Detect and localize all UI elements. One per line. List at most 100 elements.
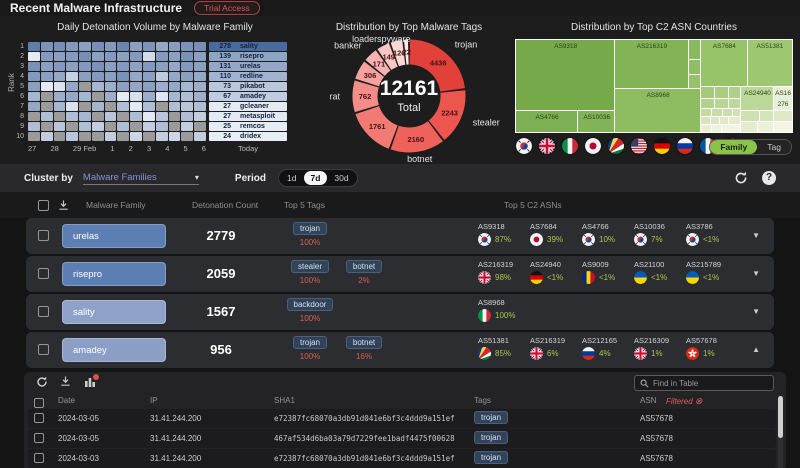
heatmap-cell[interactable] xyxy=(91,102,104,111)
heatmap-cell[interactable] xyxy=(66,82,79,91)
donut-segment-other[interactable] xyxy=(355,105,399,149)
heatmap-cell[interactable] xyxy=(40,122,53,131)
heatmap-cell[interactable] xyxy=(40,82,53,91)
treemap-cell[interactable] xyxy=(773,120,793,133)
treemap-cell[interactable] xyxy=(710,123,723,134)
heatmap-cell[interactable] xyxy=(143,122,155,131)
heatmap-cell[interactable] xyxy=(168,72,181,81)
chevron-up-icon[interactable]: ▲ xyxy=(752,345,760,354)
donut-segment-spyware[interactable] xyxy=(390,39,406,67)
heatmap-cell[interactable] xyxy=(104,92,117,101)
flag-us-icon[interactable] xyxy=(631,138,647,154)
malware-family-pill[interactable]: sality xyxy=(62,300,166,324)
heatmap-cell[interactable] xyxy=(143,112,155,121)
heatmap-cell[interactable] xyxy=(53,72,66,81)
heatmap-cell[interactable] xyxy=(130,112,143,121)
heatmap-cell[interactable] xyxy=(181,82,194,91)
heatmap-cell[interactable] xyxy=(91,72,104,81)
tag-pill[interactable]: botnet xyxy=(345,336,383,349)
heatmap-cell[interactable] xyxy=(181,122,194,131)
heatmap-cell[interactable] xyxy=(104,82,117,91)
heatmap-cell[interactable] xyxy=(104,132,117,141)
heatmap-cell[interactable] xyxy=(91,132,104,141)
heatmap-cell[interactable] xyxy=(66,92,79,101)
treemap-cell[interactable] xyxy=(720,123,742,134)
period-button-1d[interactable]: 1d xyxy=(287,173,297,183)
treemap-cell-AS10036[interactable]: AS10036 xyxy=(577,109,617,133)
heatmap-cell[interactable] xyxy=(91,82,104,91)
heatmap-cell[interactable] xyxy=(91,52,104,61)
heatmap-cell[interactable] xyxy=(53,102,66,111)
heatmap-cell[interactable] xyxy=(117,62,130,71)
heatmap-today-cell[interactable]: 110 redline xyxy=(209,72,287,81)
period-button-30d[interactable]: 30d xyxy=(334,173,349,183)
heatmap-cell[interactable] xyxy=(79,62,91,71)
cluster-by-dropdown[interactable]: Malware Families ▾ xyxy=(82,172,199,185)
heatmap-cell[interactable] xyxy=(155,42,168,51)
columns-filter-icon[interactable] xyxy=(84,374,99,388)
subrow-checkbox[interactable] xyxy=(34,453,44,463)
select-all-checkbox[interactable] xyxy=(38,200,49,211)
heatmap-cell[interactable] xyxy=(79,82,91,91)
heatmap-cell[interactable] xyxy=(117,52,130,61)
heatmap-cell[interactable] xyxy=(117,102,130,111)
malware-family-pill[interactable]: urelas xyxy=(62,224,166,248)
detonation-row[interactable]: 2024-03-03 31.41.244.200 e72387fc68070a3db… xyxy=(28,449,776,468)
heatmap-cell[interactable] xyxy=(79,72,91,81)
heatmap-cell[interactable] xyxy=(143,92,155,101)
heatmap-cell[interactable] xyxy=(91,112,104,121)
heatmap-cell[interactable] xyxy=(28,72,40,81)
heatmap-cell[interactable] xyxy=(194,72,206,81)
heatmap-cell[interactable] xyxy=(40,42,53,51)
heatmap-cell[interactable] xyxy=(181,102,194,111)
heatmap-cell[interactable] xyxy=(40,92,53,101)
refresh-icon[interactable] xyxy=(734,171,748,185)
heatmap-cell[interactable] xyxy=(79,102,91,111)
heatmap-cell[interactable] xyxy=(66,42,79,51)
heatmap-cell[interactable] xyxy=(40,132,53,141)
donut-segment-rat[interactable] xyxy=(352,80,379,113)
heatmap-cell[interactable] xyxy=(40,62,53,71)
heatmap-cell[interactable] xyxy=(168,122,181,131)
subrow-checkbox[interactable] xyxy=(34,433,44,443)
heatmap-cell[interactable] xyxy=(104,52,117,61)
heatmap-cell[interactable] xyxy=(155,132,168,141)
subtable-select-all-checkbox[interactable] xyxy=(34,398,44,408)
heatmap-cell[interactable] xyxy=(194,122,206,131)
treemap-cell[interactable] xyxy=(699,85,716,100)
heatmap-cell[interactable] xyxy=(143,42,155,51)
donut-segment-botnet[interactable] xyxy=(390,120,443,153)
heatmap-cell[interactable] xyxy=(168,52,181,61)
treemap-cell[interactable] xyxy=(699,123,713,134)
heatmap-cell[interactable] xyxy=(53,132,66,141)
donut-segment-banker[interactable] xyxy=(365,50,391,77)
heatmap-cell[interactable] xyxy=(53,42,66,51)
heatmap-cell[interactable] xyxy=(79,92,91,101)
heatmap-cell[interactable] xyxy=(155,52,168,61)
heatmap-cell[interactable] xyxy=(181,52,194,61)
help-icon[interactable]: ? xyxy=(762,171,776,185)
treemap-cell[interactable] xyxy=(727,97,742,110)
tag-pill[interactable]: trojan xyxy=(474,411,509,424)
flag-jp-icon[interactable] xyxy=(585,138,601,154)
heatmap-cell[interactable] xyxy=(143,72,155,81)
subrow-checkbox[interactable] xyxy=(34,413,44,423)
tag-pill[interactable]: trojan xyxy=(292,222,327,235)
heatmap-cell[interactable] xyxy=(40,102,53,111)
treemap-cell[interactable] xyxy=(709,116,722,126)
malware-row-risepro[interactable]: risepro 2059 stealer 100% botnet 2% AS216319 98… xyxy=(26,256,774,292)
tag-pill[interactable]: trojan xyxy=(474,451,509,464)
donut-segment-trojan[interactable] xyxy=(408,39,465,93)
tag-pill[interactable]: trojan xyxy=(474,431,509,444)
row-checkbox[interactable] xyxy=(38,344,49,355)
trial-access-badge[interactable]: Trial Access xyxy=(194,1,260,15)
chevron-down-icon[interactable]: ▼ xyxy=(752,269,760,278)
treemap-cell[interactable] xyxy=(719,116,730,126)
heatmap-cell[interactable] xyxy=(194,42,206,51)
treemap-cell[interactable] xyxy=(727,116,742,126)
heatmap-cell[interactable] xyxy=(143,52,155,61)
download-icon[interactable] xyxy=(60,376,71,387)
heatmap-cell[interactable] xyxy=(117,42,130,51)
heatmap-cell[interactable] xyxy=(40,72,53,81)
heatmap-cell[interactable] xyxy=(40,52,53,61)
